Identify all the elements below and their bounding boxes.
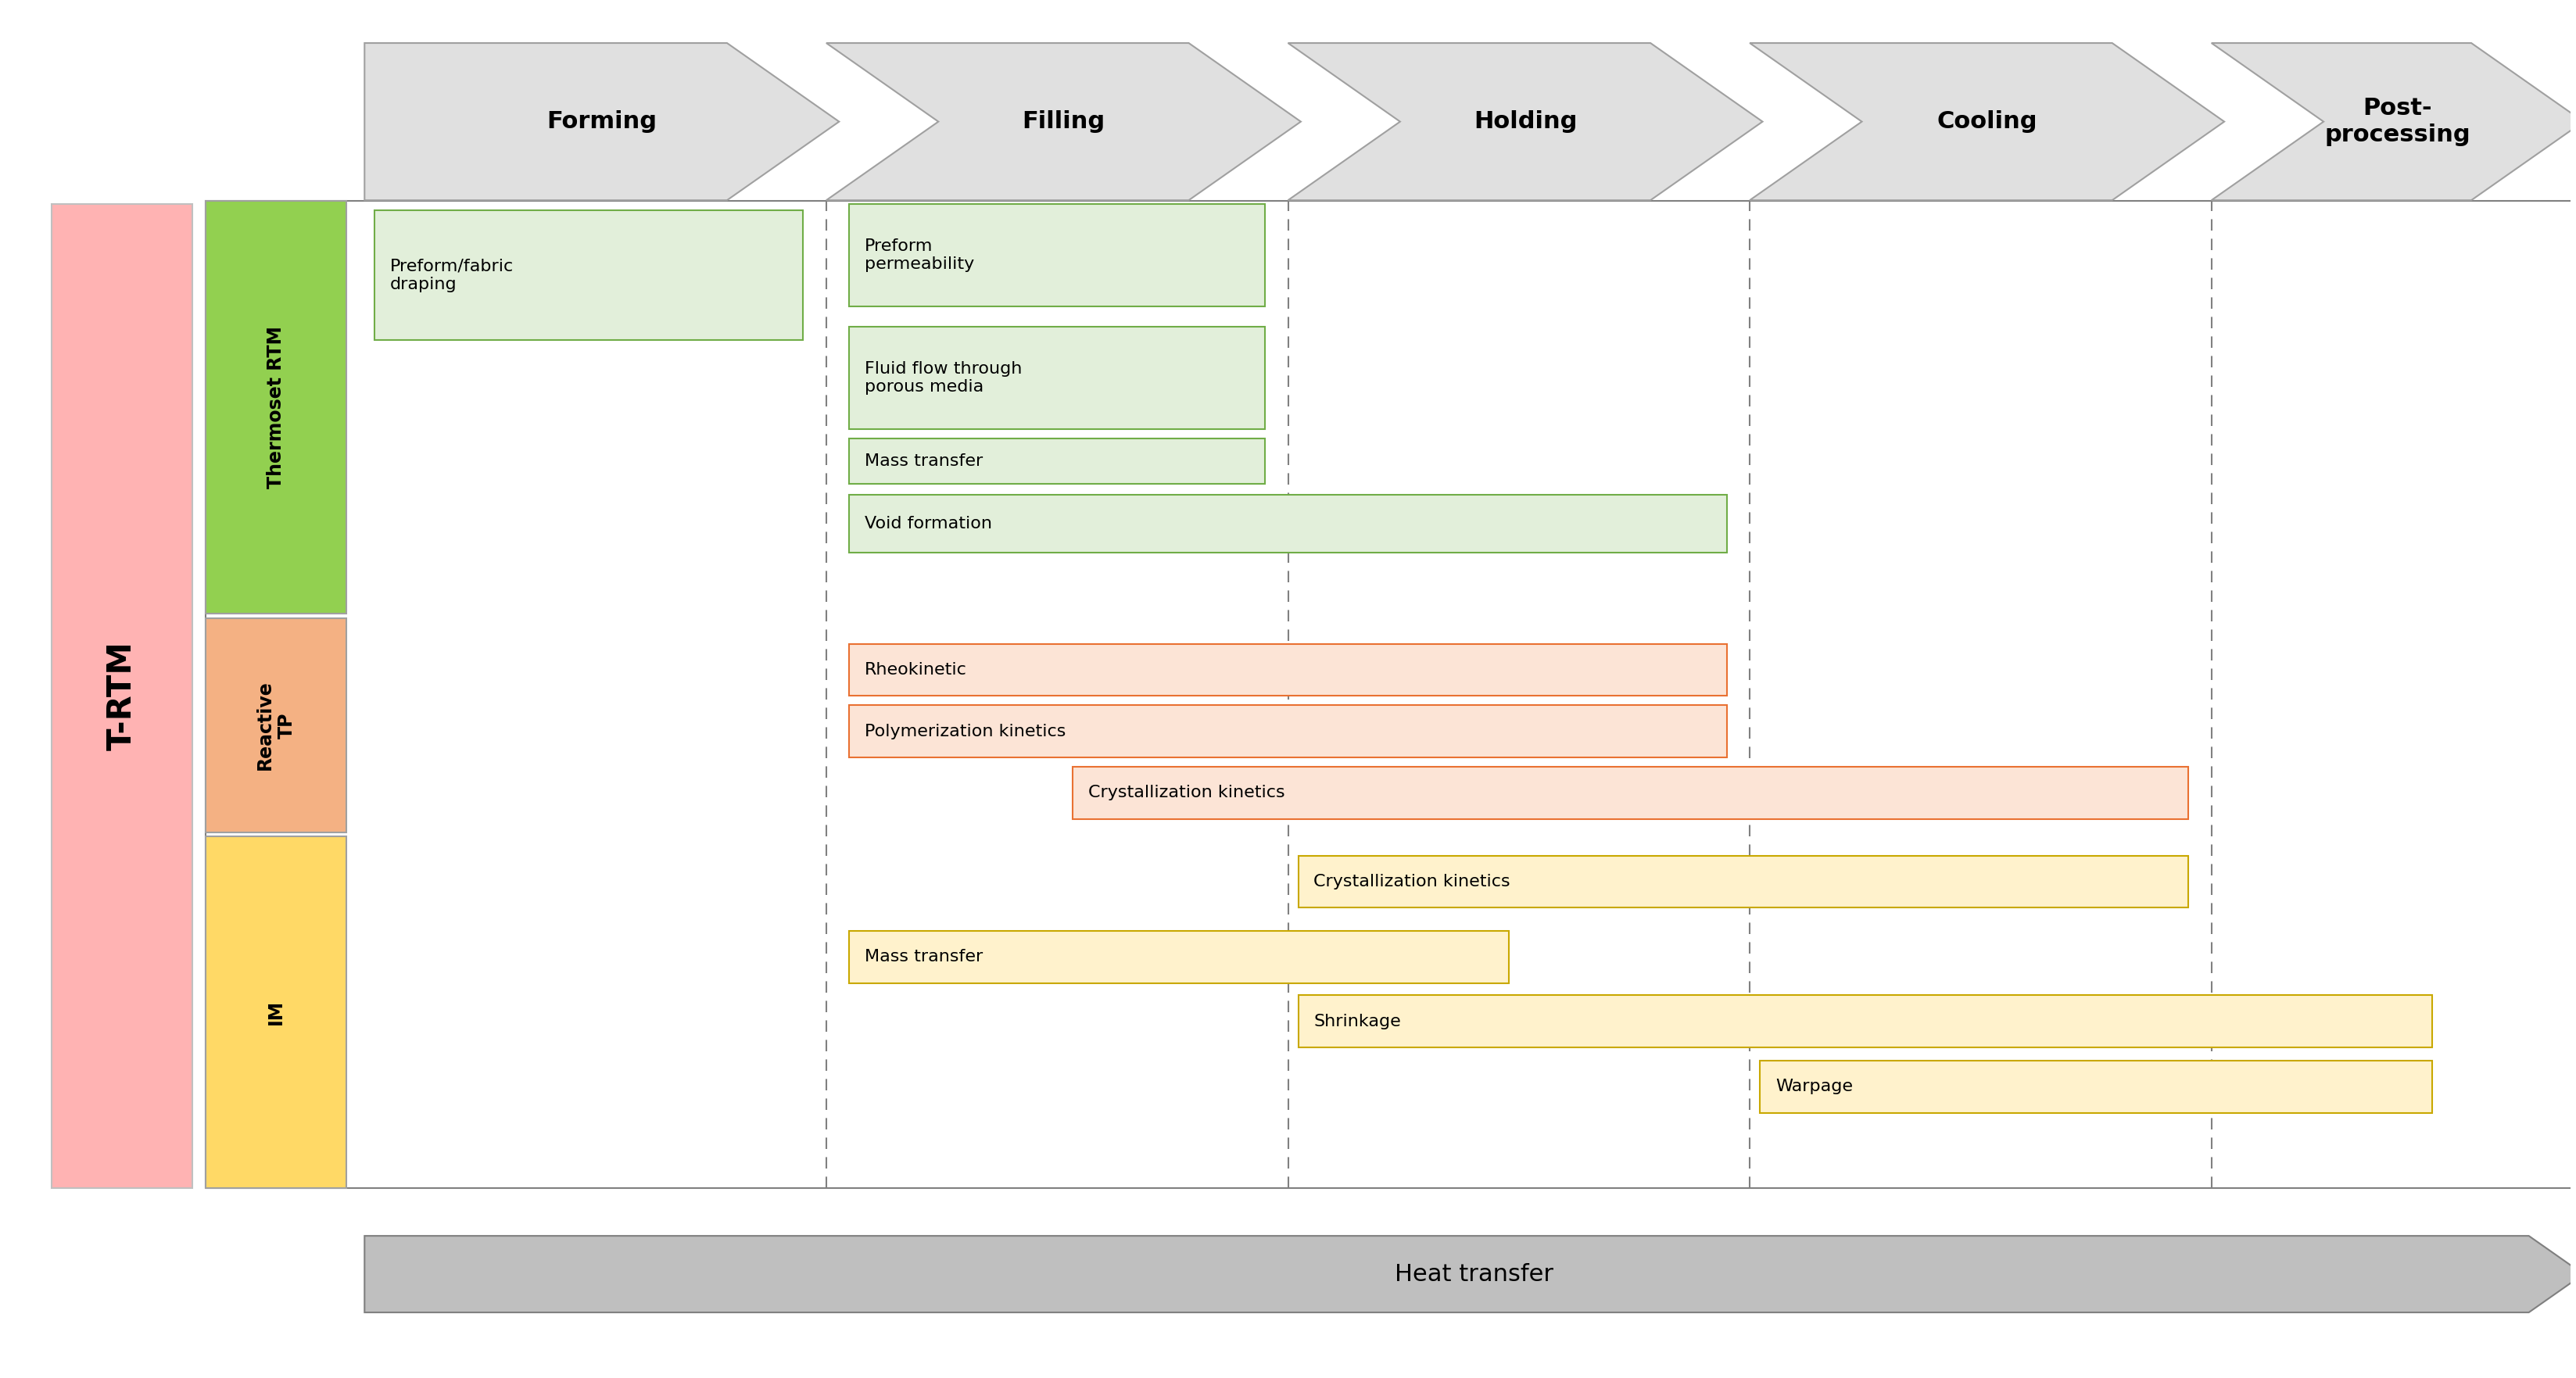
Text: Preform
permeability: Preform permeability [866, 238, 974, 271]
FancyBboxPatch shape [1298, 995, 2432, 1047]
Text: Void formation: Void formation [866, 515, 992, 532]
FancyBboxPatch shape [850, 327, 1265, 429]
FancyBboxPatch shape [850, 438, 1265, 484]
FancyBboxPatch shape [850, 706, 1726, 758]
FancyBboxPatch shape [206, 617, 348, 832]
Text: Preform/fabric
draping: Preform/fabric draping [389, 259, 515, 292]
FancyBboxPatch shape [850, 495, 1726, 553]
Text: T-RTM: T-RTM [106, 641, 139, 751]
Text: Forming: Forming [546, 110, 657, 132]
FancyBboxPatch shape [1759, 1061, 2432, 1113]
Text: Crystallization kinetics: Crystallization kinetics [1314, 874, 1510, 890]
Text: Thermoset RTM: Thermoset RTM [268, 327, 286, 489]
Text: IM: IM [268, 1000, 286, 1025]
Text: Mass transfer: Mass transfer [866, 949, 984, 965]
Text: Fluid flow through
porous media: Fluid flow through porous media [866, 361, 1023, 395]
FancyBboxPatch shape [52, 204, 193, 1188]
Text: Heat transfer: Heat transfer [1394, 1262, 1553, 1286]
Polygon shape [827, 43, 1301, 200]
FancyBboxPatch shape [850, 204, 1265, 306]
Text: Rheokinetic: Rheokinetic [866, 661, 966, 678]
Text: Filling: Filling [1023, 110, 1105, 132]
Text: Post-
processing: Post- processing [2324, 98, 2470, 146]
FancyBboxPatch shape [1298, 856, 2190, 908]
Polygon shape [366, 43, 840, 200]
Polygon shape [1749, 43, 2223, 200]
FancyBboxPatch shape [1072, 768, 2190, 819]
FancyBboxPatch shape [376, 211, 804, 340]
FancyBboxPatch shape [850, 644, 1726, 696]
FancyBboxPatch shape [850, 932, 1510, 983]
FancyBboxPatch shape [206, 836, 348, 1188]
Text: Reactive
TP: Reactive TP [255, 681, 296, 770]
Text: Polymerization kinetics: Polymerization kinetics [866, 723, 1066, 739]
Text: Warpage: Warpage [1775, 1079, 1852, 1094]
Text: Shrinkage: Shrinkage [1314, 1013, 1401, 1029]
Text: Cooling: Cooling [1937, 110, 2038, 132]
Text: Mass transfer: Mass transfer [866, 453, 984, 469]
FancyBboxPatch shape [206, 201, 348, 613]
Polygon shape [2210, 43, 2576, 200]
Polygon shape [1288, 43, 1762, 200]
Text: Crystallization kinetics: Crystallization kinetics [1087, 785, 1285, 801]
Polygon shape [366, 1236, 2576, 1312]
Text: Holding: Holding [1473, 110, 1577, 132]
